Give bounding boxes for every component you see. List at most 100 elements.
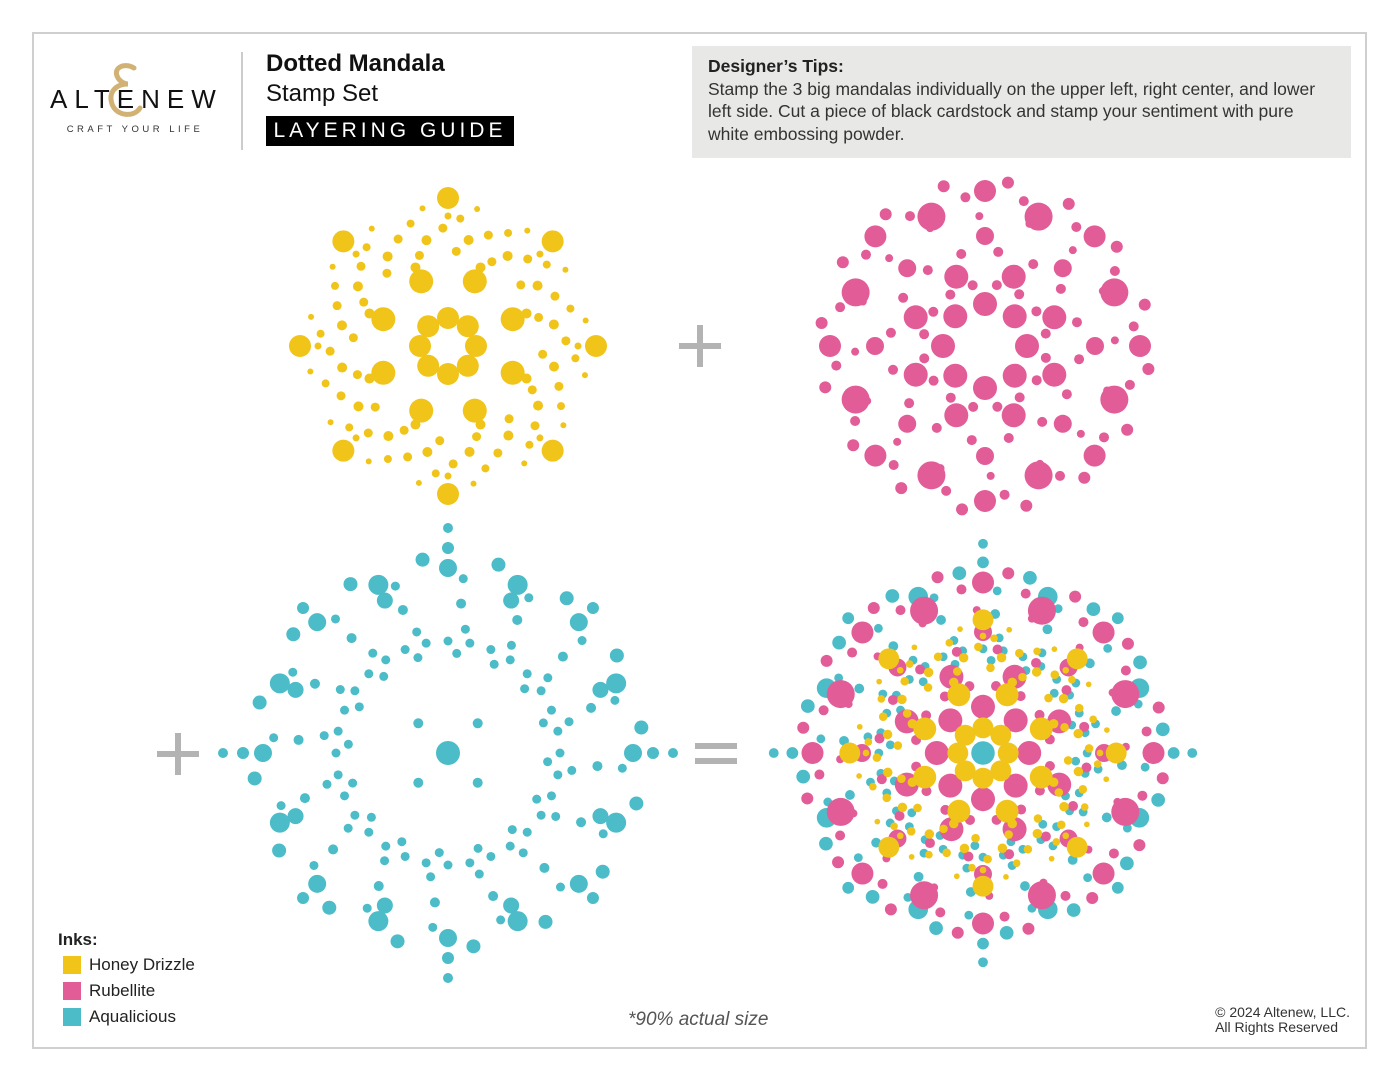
dot [359, 297, 369, 307]
dot [548, 319, 559, 330]
dot [586, 602, 599, 615]
dot [815, 317, 828, 330]
ink-swatch [63, 982, 81, 1000]
dot [505, 841, 515, 851]
dot [869, 782, 877, 791]
dot [332, 439, 355, 462]
dot [851, 862, 874, 885]
dot [851, 347, 860, 356]
dot [542, 260, 551, 269]
dot [1083, 873, 1093, 883]
dot [551, 811, 561, 821]
dot [903, 892, 913, 902]
dot [421, 638, 431, 648]
dot [896, 832, 904, 840]
dot [1142, 742, 1165, 764]
dot [254, 744, 272, 762]
dot [919, 329, 930, 340]
dot [337, 362, 348, 373]
dot [1110, 240, 1123, 253]
dot [487, 257, 497, 267]
dot [456, 214, 465, 223]
logo-ampersand-icon [108, 63, 143, 117]
dot [860, 249, 871, 260]
dot [979, 632, 987, 640]
dot [444, 212, 452, 220]
dot [947, 742, 969, 764]
dot [1054, 788, 1064, 797]
dot [1084, 744, 1094, 753]
dot [435, 436, 445, 446]
dot [1110, 336, 1119, 345]
dot [885, 327, 896, 338]
dot [348, 778, 358, 788]
dot [532, 794, 542, 804]
dot [436, 741, 460, 765]
dot [1111, 680, 1140, 709]
dot [896, 666, 904, 674]
dot [1057, 820, 1066, 830]
dot [410, 262, 421, 273]
dot [996, 652, 1007, 663]
dot [629, 796, 644, 811]
dot [876, 774, 887, 785]
dot [819, 836, 833, 851]
dot [406, 219, 415, 228]
dot [1059, 801, 1069, 812]
dot [873, 623, 883, 633]
ink-swatch [63, 956, 81, 974]
dot [549, 361, 560, 372]
copyright: © 2024 Altenew, LLC. All Rights Reserved [1190, 1005, 1350, 1035]
dot [1037, 416, 1048, 427]
dot [546, 705, 556, 715]
dot [581, 372, 588, 379]
tips-body: Stamp the 3 big mandalas individually on… [708, 78, 1316, 144]
dot [995, 799, 1019, 823]
dot [922, 265, 933, 276]
dot [925, 850, 933, 859]
inks-legend: Inks: Honey Drizzle Rubellite Aqualiciou… [58, 930, 195, 1030]
dot [541, 230, 564, 253]
dot [527, 385, 537, 395]
dot [835, 830, 846, 841]
dot [574, 342, 582, 350]
dot [368, 574, 389, 595]
dot [963, 851, 974, 862]
dot [434, 848, 444, 858]
dot [308, 613, 327, 632]
dot [1014, 392, 1025, 403]
dot [481, 464, 490, 473]
dot [1103, 643, 1113, 653]
dot [500, 307, 525, 332]
dot [930, 883, 939, 892]
dot [564, 717, 574, 727]
dot [959, 843, 970, 854]
dot [1080, 803, 1089, 811]
dot [276, 801, 286, 811]
dot [974, 490, 996, 512]
dot [555, 748, 565, 758]
dot [322, 900, 337, 915]
dot [352, 434, 360, 442]
dot [1101, 812, 1112, 823]
dot [968, 401, 979, 412]
dot [381, 841, 391, 851]
dot [383, 455, 392, 464]
dot [1111, 612, 1124, 625]
dot [491, 557, 506, 572]
dot [1096, 749, 1104, 757]
dot [438, 223, 448, 233]
dot [864, 738, 873, 746]
dot [1071, 317, 1082, 328]
dot [577, 636, 587, 646]
dot [865, 890, 880, 904]
dot [834, 673, 844, 683]
dot [972, 767, 994, 789]
dot [1062, 832, 1070, 840]
dot [443, 636, 453, 646]
dot [956, 584, 967, 595]
dot [947, 683, 971, 707]
dot [976, 227, 994, 245]
dot [343, 577, 358, 592]
dot [874, 733, 885, 744]
